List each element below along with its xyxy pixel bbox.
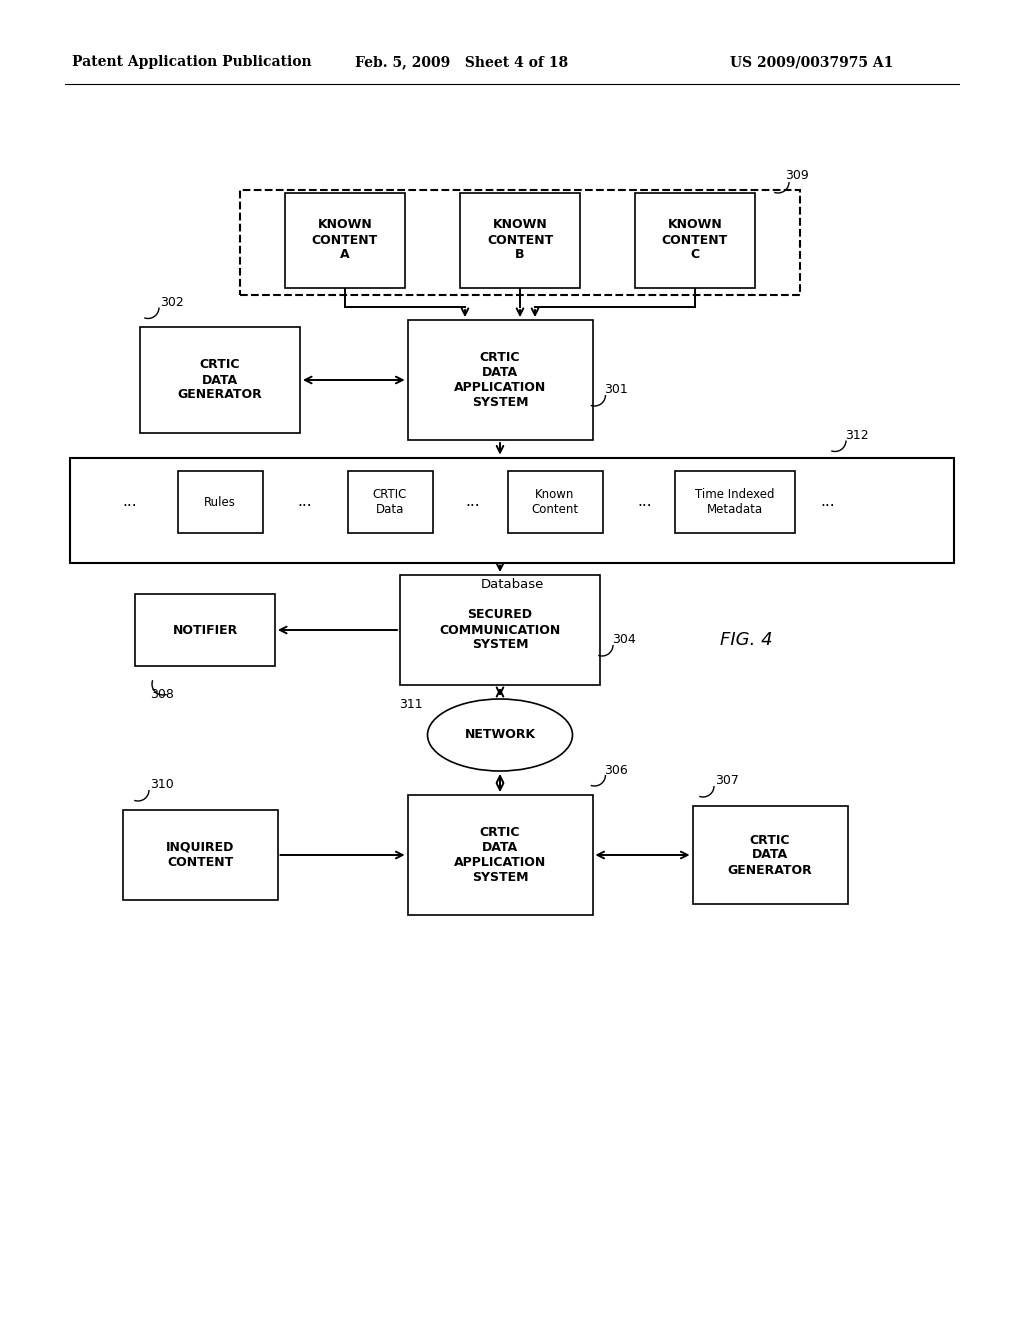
Ellipse shape [427,700,572,771]
Text: KNOWN
CONTENT
C: KNOWN CONTENT C [662,219,728,261]
Bar [692,807,848,904]
Text: ...: ... [466,495,480,510]
Bar [408,795,593,915]
Bar [285,193,406,288]
Bar [508,471,602,533]
Bar [635,193,755,288]
Text: 306: 306 [604,763,629,776]
Text: US 2009/0037975 A1: US 2009/0037975 A1 [730,55,893,69]
Bar [70,458,954,562]
Text: Feb. 5, 2009   Sheet 4 of 18: Feb. 5, 2009 Sheet 4 of 18 [355,55,568,69]
Bar [400,576,600,685]
Text: Time Indexed
Metadata: Time Indexed Metadata [695,488,775,516]
Text: Database: Database [480,578,544,590]
Text: CRTIC
DATA
GENERATOR: CRTIC DATA GENERATOR [728,833,812,876]
Bar [460,193,580,288]
Text: ...: ... [298,495,312,510]
Text: 312: 312 [845,429,868,442]
Text: KNOWN
CONTENT
A: KNOWN CONTENT A [312,219,378,261]
Text: CRTIC
DATA
GENERATOR: CRTIC DATA GENERATOR [177,359,262,401]
Text: Patent Application Publication: Patent Application Publication [72,55,311,69]
Text: 307: 307 [715,775,739,788]
Text: 310: 310 [150,779,174,792]
Text: 304: 304 [612,634,636,647]
Text: ...: ... [123,495,137,510]
Text: 301: 301 [604,384,629,396]
Text: ...: ... [638,495,652,510]
Bar [123,810,278,900]
Bar [347,471,432,533]
Text: CRTIC
Data: CRTIC Data [373,488,408,516]
Bar [177,471,262,533]
Text: KNOWN
CONTENT
B: KNOWN CONTENT B [486,219,553,261]
Text: 308: 308 [150,688,174,701]
Text: 311: 311 [399,698,423,711]
Bar [675,471,795,533]
Text: INQUIRED
CONTENT: INQUIRED CONTENT [166,841,234,869]
Bar [240,190,800,294]
Text: SECURED
COMMUNICATION
SYSTEM: SECURED COMMUNICATION SYSTEM [439,609,560,652]
Bar [135,594,275,667]
Text: FIG. 4: FIG. 4 [720,631,773,649]
Bar [140,327,300,433]
Text: NETWORK: NETWORK [465,729,536,742]
Text: NOTIFIER: NOTIFIER [172,623,238,636]
Text: Known
Content: Known Content [531,488,579,516]
Text: CRTIC
DATA
APPLICATION
SYSTEM: CRTIC DATA APPLICATION SYSTEM [454,826,546,884]
Text: Rules: Rules [204,495,236,508]
Text: ...: ... [820,495,836,510]
Bar [408,319,593,440]
Text: CRTIC
DATA
APPLICATION
SYSTEM: CRTIC DATA APPLICATION SYSTEM [454,351,546,409]
Text: 309: 309 [785,169,809,182]
Text: 302: 302 [160,296,183,309]
